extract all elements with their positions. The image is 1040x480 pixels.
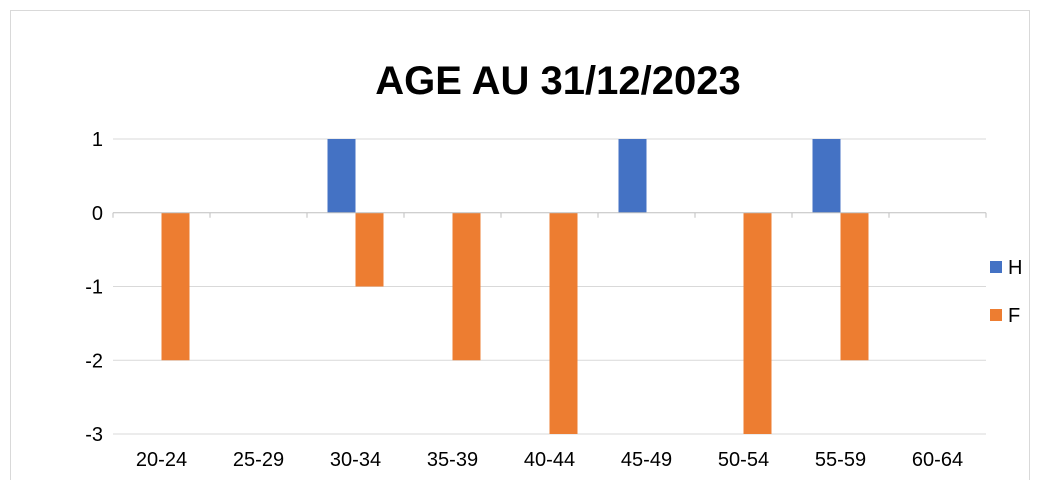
legend-swatch-F (990, 309, 1002, 321)
x-tick-label: 20-24 (136, 449, 187, 471)
x-tick-label: 35-39 (427, 449, 478, 471)
x-axis: 20-24 25-29 30-34 35-39 40-44 45-49 50-54 55-59… (112, 212, 987, 471)
bar-H-45-49 (618, 139, 647, 213)
y-tick-label: -3 (85, 424, 103, 446)
bar-F-55-59 (840, 212, 869, 361)
legend-label-H: H (1008, 257, 1022, 279)
legend: HF (990, 257, 1022, 327)
y-tick-label: 1 (92, 129, 103, 151)
bar-F-35-39 (452, 212, 481, 361)
bar-F-20-24 (161, 212, 190, 361)
bar-F-30-34 (355, 212, 384, 287)
x-tick-label: 50-54 (718, 449, 769, 471)
x-tick-label: 25-29 (233, 449, 284, 471)
x-tick-label: 60-64 (912, 449, 963, 471)
y-tick-label: -2 (85, 350, 103, 372)
legend-label-F: F (1008, 305, 1020, 327)
x-tick-label: 45-49 (621, 449, 672, 471)
bars (161, 139, 869, 434)
legend-swatch-H (990, 261, 1002, 273)
y-tick-label: -1 (85, 277, 103, 299)
x-tick-label: 55-59 (815, 449, 866, 471)
y-tick-label: 0 (92, 203, 103, 225)
bar-F-50-54 (743, 212, 772, 434)
bar-H-55-59 (812, 139, 841, 213)
y-axis: 1 0 -1 -2 -3 (85, 129, 103, 446)
chart-title: AGE AU 31/12/2023 (375, 59, 740, 103)
bar-F-40-44 (549, 212, 578, 434)
x-tick-label: 40-44 (524, 449, 575, 471)
x-tick-label: 30-34 (330, 449, 381, 471)
bar-H-30-34 (327, 139, 356, 213)
